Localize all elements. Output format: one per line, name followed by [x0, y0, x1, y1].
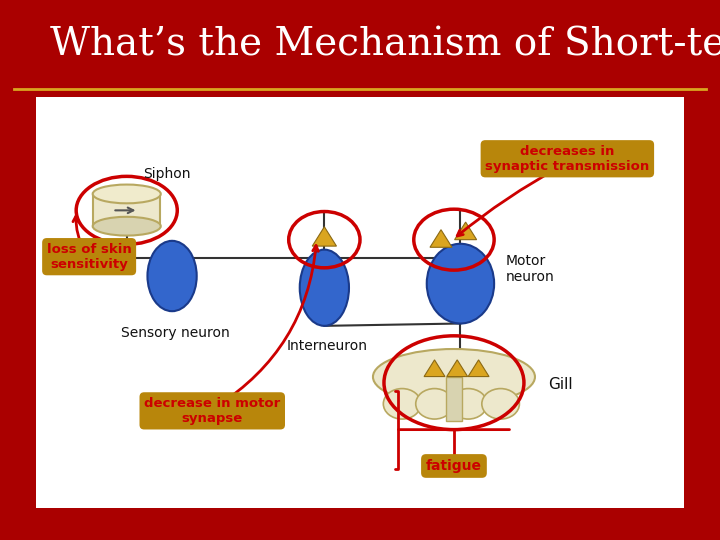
Text: fatigue: fatigue [426, 459, 482, 473]
Ellipse shape [300, 249, 349, 326]
Ellipse shape [415, 389, 454, 419]
Text: Siphon: Siphon [143, 167, 190, 181]
Text: Sensory neuron: Sensory neuron [121, 326, 230, 340]
Ellipse shape [148, 241, 197, 311]
Text: decrease in motor
synapse: decrease in motor synapse [144, 397, 280, 425]
Ellipse shape [93, 185, 161, 204]
Text: loss of skin
sensitivity: loss of skin sensitivity [47, 242, 132, 271]
Ellipse shape [93, 217, 161, 235]
FancyBboxPatch shape [93, 194, 161, 226]
Polygon shape [424, 360, 445, 376]
Polygon shape [454, 222, 477, 240]
Text: Motor
neuron: Motor neuron [505, 254, 554, 284]
Text: What’s the Mechanism of Short-term?: What’s the Mechanism of Short-term? [50, 27, 720, 64]
Ellipse shape [373, 349, 535, 404]
Ellipse shape [383, 389, 421, 419]
FancyBboxPatch shape [36, 97, 684, 508]
Polygon shape [446, 377, 462, 421]
Polygon shape [468, 360, 489, 376]
Text: decreases in
synaptic transmission: decreases in synaptic transmission [485, 145, 649, 173]
Polygon shape [446, 360, 468, 376]
Polygon shape [430, 230, 452, 247]
Ellipse shape [427, 244, 494, 323]
Ellipse shape [449, 389, 487, 419]
Text: Interneuron: Interneuron [287, 339, 368, 353]
Text: Gill: Gill [548, 377, 572, 392]
Ellipse shape [482, 389, 519, 419]
Polygon shape [312, 227, 336, 246]
